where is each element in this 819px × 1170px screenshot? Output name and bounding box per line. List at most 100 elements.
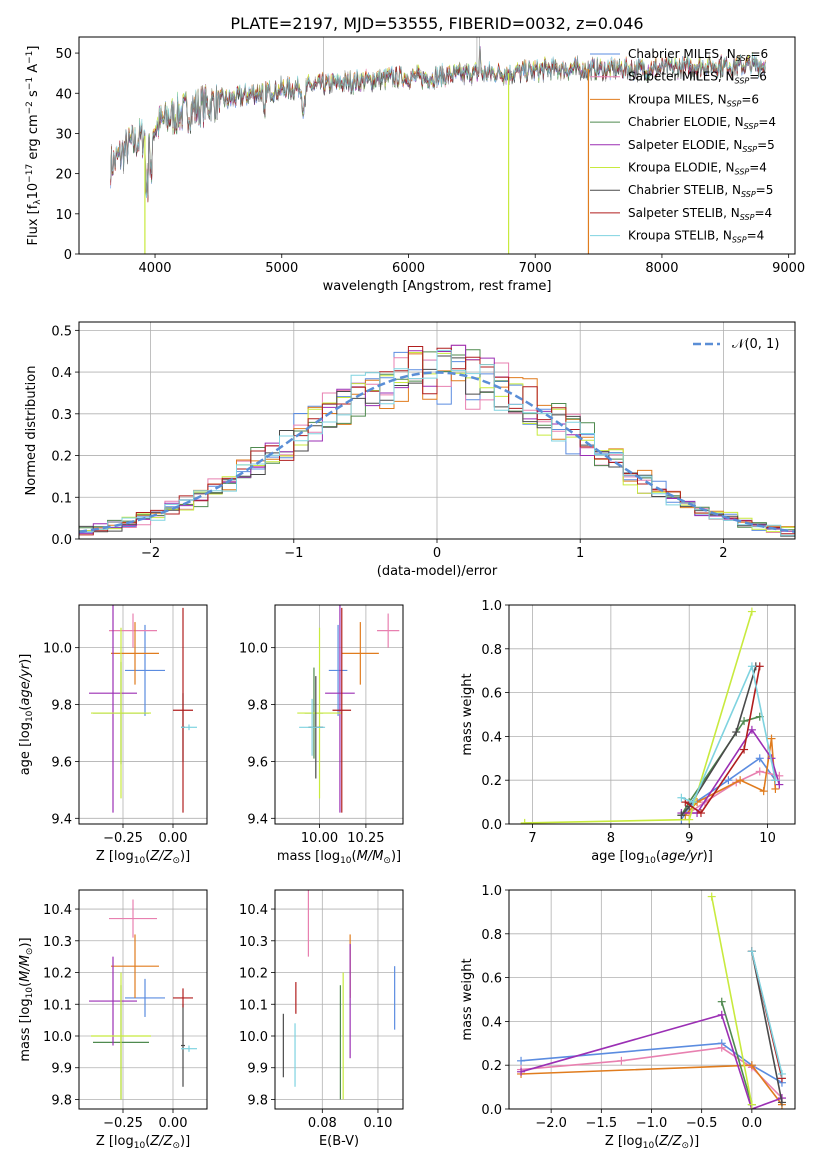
y-tick-label: 9.6 bbox=[247, 755, 268, 770]
label-part: mass weight bbox=[460, 673, 475, 755]
y-axis-label: age [log10(age/yr)] bbox=[18, 654, 35, 776]
label-part: )] bbox=[18, 937, 33, 947]
legend-label: Kroupa MILES, NSSP=6 bbox=[628, 92, 759, 108]
label-part: wavelength [Angstrom, rest frame] bbox=[323, 279, 552, 294]
x-tick-label: −1.5 bbox=[586, 1116, 618, 1131]
x-tick-label: 0.10 bbox=[363, 1116, 392, 1131]
legend-label: Salpeter STELIB, NSSP=4 bbox=[628, 206, 772, 222]
x-axis-label: mass [log10(M/M⊙)] bbox=[277, 849, 401, 866]
label-part: )] bbox=[180, 849, 190, 864]
y-tick-label: 9.9 bbox=[247, 1062, 268, 1077]
label-part: M/M bbox=[357, 849, 384, 864]
spectrum-data-line bbox=[110, 49, 766, 198]
x-axis-label: (data-model)/error bbox=[377, 564, 498, 579]
x-tick-label: 4000 bbox=[138, 261, 171, 276]
y-axis-label: mass weight bbox=[460, 673, 475, 755]
legend-text: Salpeter ELODIE, N bbox=[628, 138, 742, 152]
y-axis-label: mass [log10(M/M⊙)] bbox=[18, 937, 35, 1061]
plot-area bbox=[79, 890, 207, 1109]
y-tick-label: 50 bbox=[55, 47, 72, 62]
plot-layer: 4000 5000 6000 7000 8000 900001020304050wavel… bbox=[18, 36, 805, 1151]
label-part: mass [log bbox=[18, 998, 33, 1061]
x-axis-label: age [log10(age/yr)] bbox=[591, 849, 713, 866]
axes-frame bbox=[508, 889, 796, 1110]
legend-label: Salpeter ELODIE, NSSP=5 bbox=[628, 138, 775, 154]
x-tick-label: 2 bbox=[719, 546, 727, 561]
label-part: mass weight bbox=[460, 958, 475, 1040]
y-tick-label: 10.1 bbox=[239, 998, 268, 1013]
weight-line bbox=[684, 666, 761, 815]
x-tick-label: 5000 bbox=[265, 261, 298, 276]
x-tick-label: −0.25 bbox=[103, 1116, 143, 1131]
y-tick-label: 10.0 bbox=[239, 1030, 268, 1045]
legend-sub: SSP bbox=[735, 168, 750, 177]
weight-line bbox=[680, 757, 777, 821]
legend-value: =5 bbox=[757, 138, 775, 152]
label-part: ] bbox=[26, 46, 41, 51]
label-part: Normed distribution bbox=[24, 366, 39, 496]
x-axis-label: wavelength [Angstrom, rest frame] bbox=[323, 279, 552, 294]
panel-weight_vs_Z: −2.0 −1.5 −1.0 −0.5 0.0 0.0 0.2 0.4 0.6 0.8 1.0 Z [… bbox=[460, 884, 796, 1151]
x-axis-label: Z [log10(Z/Z⊙)] bbox=[96, 849, 190, 866]
x-tick-label: 0.00 bbox=[159, 1116, 188, 1131]
y-tick-label: 0.4 bbox=[51, 366, 72, 381]
label-part: ⊙ bbox=[172, 856, 180, 866]
y-tick-label: 0.0 bbox=[51, 533, 72, 548]
label-part: −17 bbox=[25, 164, 35, 183]
panel-mass_vs_ebv: 0.08 0.10 9.8 9.9 10.0 10.1 10.2 10.3 10.4 E(B-V) bbox=[239, 889, 404, 1149]
panel-mass_vs_Z: −0.25 0.00 9.8 9.9 10.0 10.1 10.2 10.3 10.4 Z [lo… bbox=[18, 889, 208, 1151]
legend-label: Chabrier ELODIE, NSSP=4 bbox=[628, 115, 776, 131]
normal-curve bbox=[79, 371, 795, 533]
label-part: ⊙ bbox=[681, 1141, 689, 1151]
x-tick-label: 0.0 bbox=[742, 1116, 763, 1131]
y-tick-label: 20 bbox=[55, 168, 72, 183]
label-part: )] bbox=[703, 849, 713, 864]
x-tick-label: 0.08 bbox=[308, 1116, 337, 1131]
label-part: Z/Z bbox=[149, 849, 173, 864]
label-part: E(B-V) bbox=[319, 1134, 359, 1149]
x-tick-label: 8000 bbox=[645, 261, 678, 276]
x-tick-label: 8 bbox=[607, 831, 615, 846]
panel-age_vs_Z: −0.25 0.009.49.69.810.0Z [log10(Z/Z⊙)]age… bbox=[18, 604, 208, 866]
label-part: ( bbox=[18, 982, 33, 987]
legend-label: 𝒩(0, 1) bbox=[732, 337, 779, 352]
axes-frame bbox=[78, 604, 208, 825]
label-part: ( bbox=[18, 706, 33, 711]
label-part: age/yr bbox=[18, 662, 33, 705]
legend-sub: SSP bbox=[735, 77, 750, 86]
label-part: 10 bbox=[644, 856, 656, 866]
x-tick-label: −1 bbox=[284, 546, 303, 561]
x-tick-label: 9 bbox=[685, 831, 693, 846]
y-tick-label: 0.5 bbox=[51, 324, 72, 339]
y-tick-label: 9.4 bbox=[51, 812, 72, 827]
y-tick-label: 10.2 bbox=[43, 967, 72, 982]
label-part: Z [log bbox=[96, 849, 134, 864]
legend-text: Chabrier MILES, N bbox=[628, 47, 736, 61]
x-tick-label: −1.0 bbox=[636, 1116, 668, 1131]
y-tick-label: 0.0 bbox=[481, 1103, 502, 1118]
y-tick-label: 10.4 bbox=[239, 903, 268, 918]
legend-value: =5 bbox=[756, 183, 774, 197]
weight-line bbox=[680, 666, 757, 816]
y-axis-label: Normed distribution bbox=[24, 366, 39, 496]
label-part: Z/Z bbox=[658, 1134, 682, 1149]
axes-frame bbox=[274, 889, 404, 1110]
label-part: ( bbox=[654, 1134, 659, 1149]
label-part: 10 bbox=[26, 183, 41, 200]
label-part: 10 bbox=[134, 1141, 146, 1151]
y-tick-label: 10.0 bbox=[43, 642, 72, 657]
label-part: −1 bbox=[25, 77, 35, 90]
x-tick-label: −2.0 bbox=[535, 1116, 567, 1131]
axes-frame bbox=[274, 604, 404, 825]
y-tick-label: 10.4 bbox=[43, 903, 72, 918]
y-axis-label: mass weight bbox=[460, 958, 475, 1040]
y-tick-label: 0.2 bbox=[481, 1059, 502, 1074]
legend-sub: SSP bbox=[744, 122, 759, 131]
legend-label: Chabrier STELIB, NSSP=5 bbox=[628, 183, 773, 199]
x-tick-label: 0.00 bbox=[159, 831, 188, 846]
legend-value: =4 bbox=[754, 206, 772, 220]
y-tick-label: 10.2 bbox=[239, 967, 268, 982]
y-tick-label: 9.4 bbox=[247, 812, 268, 827]
y-tick-label: 0.2 bbox=[51, 450, 72, 465]
